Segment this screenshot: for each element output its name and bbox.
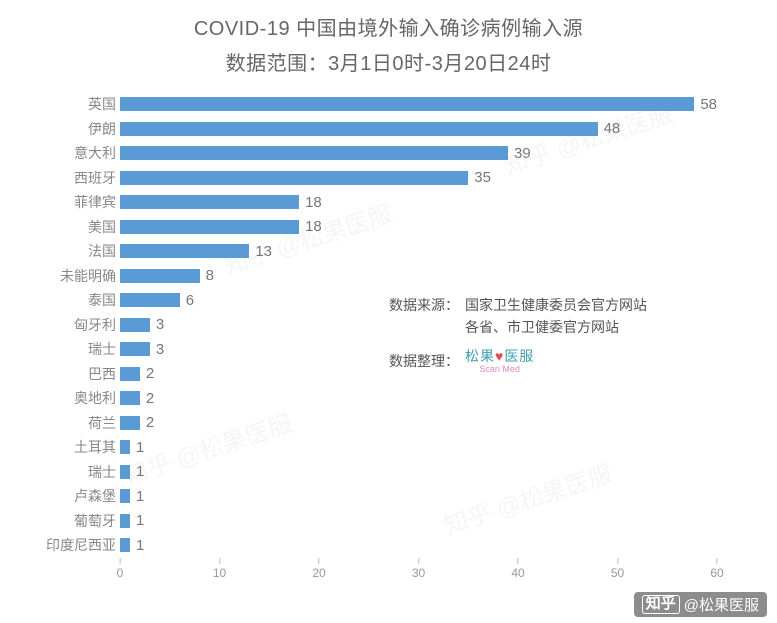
- category-label: 瑞士: [0, 462, 120, 482]
- value-label: 1: [136, 512, 144, 529]
- logo-heart-icon: ♥: [495, 348, 504, 364]
- axis-tick: 60: [710, 558, 723, 580]
- bar-row: 荷兰 2: [0, 411, 777, 436]
- value-label: 48: [604, 120, 621, 137]
- x-axis: 0 10 20 30 40 50 60: [0, 558, 777, 582]
- bar: [120, 538, 130, 552]
- value-label: 18: [305, 218, 322, 235]
- chart-subtitle: 数据范围：3月1日0时-3月20日24时: [0, 47, 777, 76]
- category-label: 意大利: [0, 143, 120, 163]
- axis-tick: 50: [611, 558, 624, 580]
- category-label: 西班牙: [0, 168, 120, 188]
- logo-cn-1: 松果: [465, 348, 495, 364]
- compiler-logo: 松果♥医服 Scan Med: [465, 349, 534, 374]
- category-label: 土耳其: [0, 437, 120, 457]
- compiled-label: 数据整理：: [389, 350, 459, 372]
- bar-row: 葡萄牙 1: [0, 509, 777, 534]
- value-label: 1: [136, 463, 144, 480]
- value-label: 3: [156, 341, 164, 358]
- bar: [120, 293, 180, 307]
- bar: [120, 416, 140, 430]
- bar-row: 意大利 39: [0, 141, 777, 166]
- bar-row: 奥地利 2: [0, 386, 777, 411]
- axis-tick: 40: [511, 558, 524, 580]
- category-label: 匈牙利: [0, 315, 120, 335]
- category-label: 法国: [0, 241, 120, 261]
- chart-container: 知乎 @松果医服 知乎 @松果医服 知乎 @松果医服 知乎 @松果医服 COVI…: [0, 0, 777, 623]
- bar: [120, 367, 140, 381]
- category-label: 伊朗: [0, 119, 120, 139]
- bar: [120, 146, 508, 160]
- bar: [120, 220, 299, 234]
- bar-row: 土耳其 1: [0, 435, 777, 460]
- bar-row: 英国 58: [0, 92, 777, 117]
- category-label: 泰国: [0, 290, 120, 310]
- bar: [120, 195, 299, 209]
- category-label: 荷兰: [0, 413, 120, 433]
- bar-row: 伊朗 48: [0, 117, 777, 142]
- bar-row: 美国 18: [0, 215, 777, 240]
- bar-row: 瑞士 1: [0, 460, 777, 485]
- bar-row: 西班牙 35: [0, 166, 777, 191]
- value-label: 18: [305, 194, 322, 211]
- value-label: 2: [146, 390, 154, 407]
- corner-watermark: 知乎 @松果医服: [634, 592, 767, 617]
- value-label: 2: [146, 365, 154, 382]
- value-label: 3: [156, 316, 164, 333]
- value-label: 8: [206, 267, 214, 284]
- logo-en: Scan Med: [479, 365, 520, 374]
- category-label: 卢森堡: [0, 486, 120, 506]
- corner-watermark-text: @松果医服: [684, 594, 759, 615]
- value-label: 2: [146, 414, 154, 431]
- bar-row: 未能明确 8: [0, 264, 777, 289]
- source-annotation: 数据来源： 国家卫生健康委员会官方网站 数据来源： 各省、市卫健委官方网站 数据…: [389, 294, 647, 374]
- bar-row: 菲律宾 18: [0, 190, 777, 215]
- bar-row: 印度尼西亚 1: [0, 533, 777, 558]
- value-label: 35: [474, 169, 491, 186]
- category-label: 美国: [0, 217, 120, 237]
- value-label: 1: [136, 488, 144, 505]
- category-label: 瑞士: [0, 339, 120, 359]
- bar-row: 卢森堡 1: [0, 484, 777, 509]
- category-label: 巴西: [0, 364, 120, 384]
- axis-tick: 10: [213, 558, 226, 580]
- category-label: 未能明确: [0, 266, 120, 286]
- category-label: 葡萄牙: [0, 511, 120, 531]
- category-label: 菲律宾: [0, 192, 120, 212]
- category-label: 英国: [0, 94, 120, 114]
- category-label: 印度尼西亚: [0, 535, 120, 555]
- value-label: 39: [514, 145, 531, 162]
- bar: [120, 122, 598, 136]
- zhihu-icon: 知乎: [642, 595, 680, 614]
- category-label: 奥地利: [0, 388, 120, 408]
- value-label: 1: [136, 537, 144, 554]
- value-label: 58: [700, 96, 717, 113]
- logo-cn-2: 医服: [504, 348, 534, 364]
- bar: [120, 318, 150, 332]
- bar: [120, 514, 130, 528]
- source-label: 数据来源：: [389, 294, 459, 316]
- bar: [120, 342, 150, 356]
- value-label: 1: [136, 439, 144, 456]
- bar: [120, 269, 200, 283]
- source-line1: 国家卫生健康委员会官方网站: [465, 294, 647, 316]
- bar: [120, 465, 130, 479]
- axis-tick: 20: [312, 558, 325, 580]
- bar-row: 法国 13: [0, 239, 777, 264]
- bar: [120, 244, 249, 258]
- axis-tick: 30: [412, 558, 425, 580]
- bar: [120, 489, 130, 503]
- bar: [120, 440, 130, 454]
- bar: [120, 97, 694, 111]
- value-label: 13: [255, 243, 272, 260]
- axis-tick: 0: [117, 558, 124, 580]
- bar: [120, 171, 468, 185]
- source-line2: 各省、市卫健委官方网站: [465, 316, 619, 338]
- value-label: 6: [186, 292, 194, 309]
- bar: [120, 391, 140, 405]
- chart-title: COVID-19 中国由境外输入确诊病例输入源: [0, 12, 777, 41]
